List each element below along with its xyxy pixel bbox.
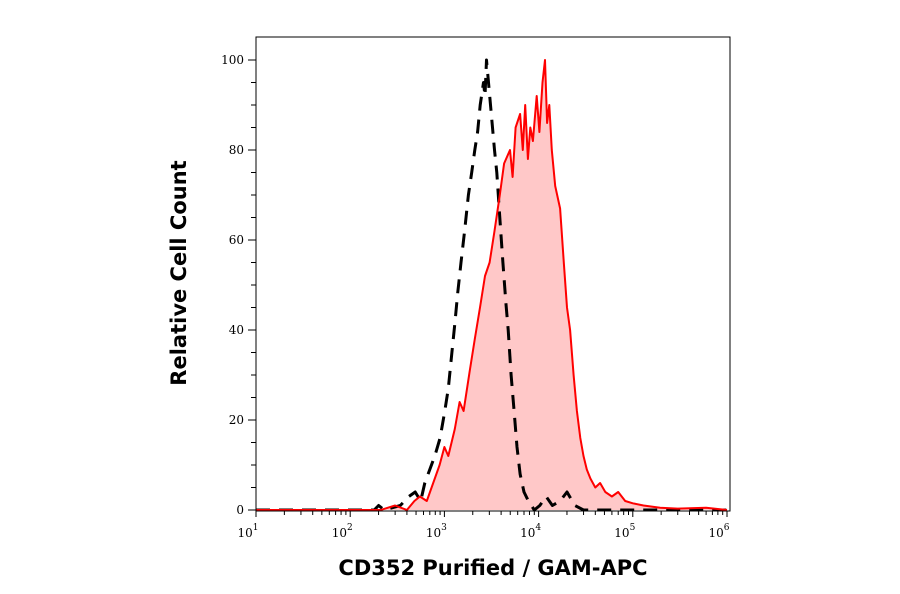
series-fills	[256, 60, 727, 510]
x-tick-base: 10	[614, 526, 629, 540]
x-tick-exponent: 3	[441, 523, 447, 533]
y-tick-label: 20	[229, 413, 244, 427]
series-0-line	[256, 58, 727, 512]
y-tick-label: 80	[229, 143, 244, 157]
x-tick-label: 103	[426, 523, 447, 540]
x-tick-base: 10	[332, 526, 347, 540]
plot-frame	[255, 36, 731, 512]
y-tick-label: 40	[229, 323, 244, 337]
x-tick-base: 10	[237, 526, 252, 540]
x-tick-labels: 101 102 103 104 105 106	[237, 523, 729, 540]
x-tick-exponent: 5	[630, 523, 636, 533]
y-axis-title: Relative Cell Count	[167, 160, 191, 385]
x-tick-label: 104	[520, 523, 541, 540]
series-1-line	[256, 59, 728, 511]
x-tick-exponent: 1	[253, 523, 259, 533]
x-axis-title: CD352 Purified / GAM-APC	[338, 556, 647, 580]
x-tick-exponent: 6	[724, 523, 730, 533]
x-tick-base: 10	[426, 526, 441, 540]
y-tick-labels: 0 20 40 60 80 100	[221, 53, 244, 517]
series-lines	[256, 58, 728, 512]
x-tick-label: 101	[237, 523, 258, 540]
axis-ticks	[248, 59, 728, 517]
y-tick-label: 100	[221, 53, 244, 67]
x-tick-label: 102	[332, 523, 353, 540]
y-tick-label: 0	[236, 503, 244, 517]
y-tick-label: 60	[229, 233, 244, 247]
x-tick-label: 106	[708, 523, 729, 540]
x-tick-exponent: 2	[347, 523, 353, 533]
x-tick-base: 10	[520, 526, 535, 540]
x-tick-label: 105	[614, 523, 635, 540]
x-tick-base: 10	[708, 526, 723, 540]
series-1-fill	[256, 60, 727, 510]
x-tick-exponent: 4	[535, 523, 541, 533]
